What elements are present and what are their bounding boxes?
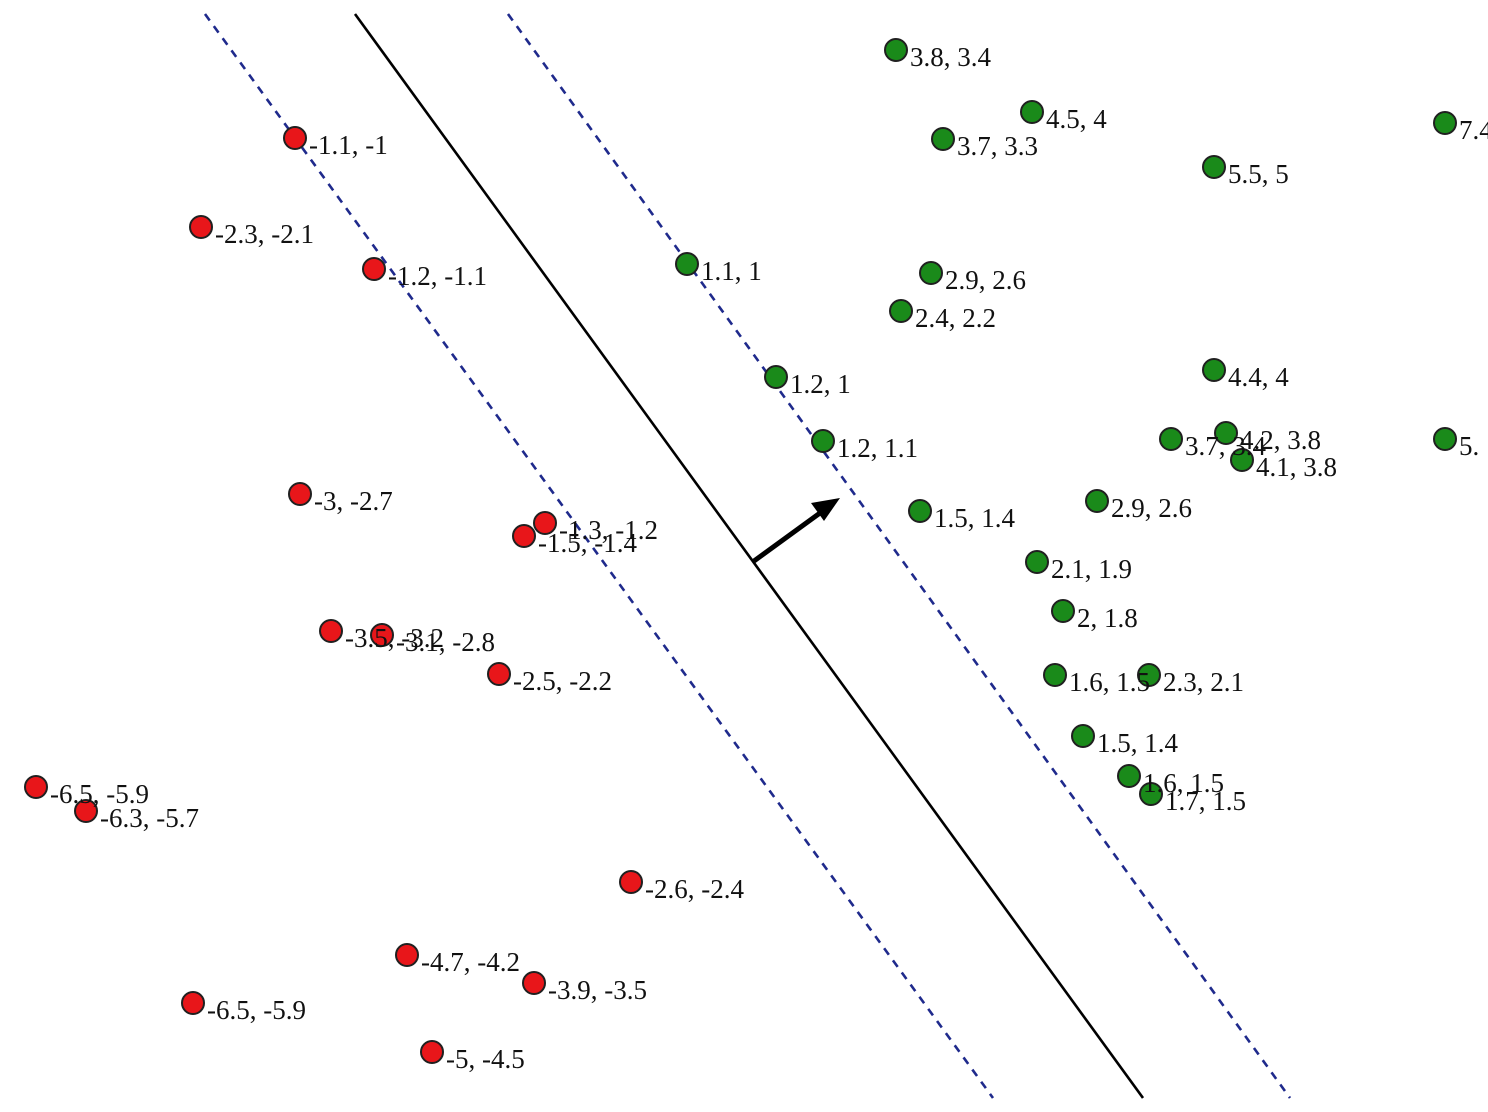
positive-point-label: 5. bbox=[1459, 431, 1479, 461]
positive-point-label: 1.5, 1.4 bbox=[934, 503, 1016, 533]
points-layer bbox=[24, 38, 1457, 1064]
positive-point-label: 3.7, 3.3 bbox=[957, 131, 1038, 161]
decision-boundary bbox=[353, 13, 1145, 1099]
negative-point-label: -2.6, -2.4 bbox=[645, 874, 744, 904]
negative-point bbox=[395, 943, 419, 967]
positive-point bbox=[1230, 448, 1254, 472]
negative-point bbox=[74, 799, 98, 823]
positive-point bbox=[1214, 421, 1238, 445]
negative-point-label: -2.3, -2.1 bbox=[215, 219, 314, 249]
negative-point-label: -1.5, -1.4 bbox=[538, 528, 637, 558]
negative-point-label: -1.1, -1 bbox=[309, 130, 388, 160]
positive-point bbox=[1025, 550, 1049, 574]
positive-point-label: 5.5, 5 bbox=[1228, 159, 1289, 189]
positive-point bbox=[889, 299, 913, 323]
positive-point bbox=[1020, 100, 1044, 124]
positive-point-label: 3.7, 3.4 bbox=[1185, 431, 1267, 461]
positive-point bbox=[1433, 111, 1457, 135]
positive-point-label: 2.9, 2.6 bbox=[945, 265, 1026, 295]
positive-point bbox=[675, 252, 699, 276]
positive-point-label: 2.4, 2.2 bbox=[915, 303, 996, 333]
negative-point-label: -1.3, -1.2 bbox=[559, 515, 658, 545]
positive-point-label: 3.8, 3.4 bbox=[910, 42, 992, 72]
negative-point-label: -5, -4.5 bbox=[446, 1044, 525, 1074]
negative-point bbox=[533, 511, 557, 535]
positive-point-label: 1.1, 1 bbox=[701, 256, 762, 286]
positive-point bbox=[1202, 358, 1226, 382]
positive-point bbox=[1139, 782, 1163, 806]
negative-point bbox=[370, 623, 394, 647]
labels-layer: -1.1, -1 -2.3, -2.1 -1.2, -1.1 -3, -2.7 -1.3… bbox=[50, 42, 1488, 1074]
negative-point-label: -3, -2.7 bbox=[314, 486, 393, 516]
negative-point bbox=[619, 870, 643, 894]
negative-point bbox=[283, 126, 307, 150]
negative-point-label: -6.5, -5.9 bbox=[50, 779, 149, 809]
negative-point bbox=[189, 215, 213, 239]
margin-line-positive bbox=[506, 13, 1292, 1099]
negative-point-label: -2.5, -2.2 bbox=[513, 666, 612, 696]
positive-point bbox=[1159, 427, 1183, 451]
positive-point-label: 4.1, 3.8 bbox=[1256, 452, 1337, 482]
positive-point bbox=[1085, 489, 1109, 513]
positive-point-label: 4.2, 3.8 bbox=[1240, 425, 1321, 455]
negative-point bbox=[181, 991, 205, 1015]
positive-point-label: 2, 1.8 bbox=[1077, 603, 1138, 633]
negative-point bbox=[319, 619, 343, 643]
negative-point bbox=[512, 524, 536, 548]
positive-point-label: 1.5, 1.4 bbox=[1097, 728, 1179, 758]
negative-point-label: -6.5, -5.9 bbox=[207, 995, 306, 1025]
positive-point-label: 2.9, 2.6 bbox=[1111, 493, 1192, 523]
negative-point bbox=[420, 1040, 444, 1064]
negative-point bbox=[362, 257, 386, 281]
negative-point-label: -1.2, -1.1 bbox=[388, 261, 487, 291]
negative-point-label: -3.1, -2.8 bbox=[396, 627, 495, 657]
positive-point-label: 7.4 bbox=[1459, 115, 1488, 145]
positive-point bbox=[884, 38, 908, 62]
positive-point-label: 1.2, 1.1 bbox=[837, 433, 918, 463]
positive-point bbox=[1043, 663, 1067, 687]
negative-point-label: -3.9, -3.5 bbox=[548, 975, 647, 1005]
positive-point bbox=[919, 261, 943, 285]
positive-point-label: 1.6, 1.5 bbox=[1143, 768, 1224, 798]
negative-point bbox=[24, 775, 48, 799]
negative-point-label: -3.5, -3.2 bbox=[345, 623, 444, 653]
margin-line-negative bbox=[203, 13, 995, 1099]
positive-point bbox=[1071, 724, 1095, 748]
negative-point bbox=[487, 662, 511, 686]
positive-point bbox=[908, 499, 932, 523]
positive-point bbox=[764, 365, 788, 389]
positive-point-label: 1.2, 1 bbox=[790, 369, 851, 399]
normal-vector-head bbox=[811, 498, 840, 521]
positive-point-label: 4.5, 4 bbox=[1046, 104, 1107, 134]
positive-point bbox=[1202, 155, 1226, 179]
negative-point-label: -6.3, -5.7 bbox=[100, 803, 199, 833]
positive-point bbox=[1137, 663, 1161, 687]
positive-point-label: 1.7, 1.5 bbox=[1165, 786, 1246, 816]
positive-point-label: 2.1, 1.9 bbox=[1051, 554, 1132, 584]
positive-point-label: 2.3, 2.1 bbox=[1163, 667, 1244, 697]
negative-point bbox=[522, 971, 546, 995]
positive-point bbox=[931, 127, 955, 151]
positive-point-label: 4.4, 4 bbox=[1228, 362, 1289, 392]
normal-vector-arrow bbox=[752, 498, 840, 564]
negative-point-label: -4.7, -4.2 bbox=[421, 947, 520, 977]
positive-point-label: 1.6, 1.5 bbox=[1069, 667, 1150, 697]
positive-point bbox=[1117, 764, 1141, 788]
positive-point bbox=[1433, 427, 1457, 451]
positive-point bbox=[1051, 599, 1075, 623]
positive-point bbox=[811, 429, 835, 453]
negative-point bbox=[288, 482, 312, 506]
normal-vector-shaft bbox=[752, 510, 822, 564]
